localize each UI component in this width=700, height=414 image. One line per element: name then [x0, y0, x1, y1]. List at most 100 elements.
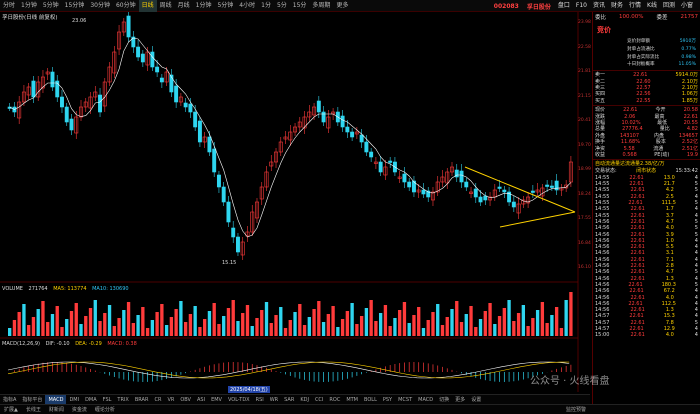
tick-row[interactable]: 14:56 22.61 180.3 5: [593, 282, 700, 288]
timeframe-tab[interactable]: 5分钟: [42, 1, 59, 9]
indicator-tab[interactable]: 指标平台: [22, 396, 43, 403]
volume-bar: [174, 309, 178, 336]
timeframe-tab[interactable]: 60分钟: [115, 1, 136, 9]
tick-row[interactable]: 15:00 22.61 4.0 4: [593, 332, 700, 338]
order-book-row[interactable]: 买五 22.55 1.85万: [593, 98, 700, 104]
indicator-tab[interactable]: MACD: [418, 396, 434, 403]
order-book-row[interactable]: 卖二 22.60 2.10万: [593, 79, 700, 85]
tick-row[interactable]: 14:56 22.61 1.3 4: [593, 307, 700, 313]
timeframe-tab[interactable]: 周线: [159, 1, 172, 9]
timeframe-tab[interactable]: 4小时: [239, 1, 256, 9]
tick-row[interactable]: 14:55 22.61 2.5 4: [593, 194, 700, 200]
timeframe-tab[interactable]: 5分: [276, 1, 287, 9]
candle: [121, 21, 126, 33]
tick-row[interactable]: 14:56 22.61 67.2 4: [593, 288, 700, 294]
indicator-tab[interactable]: CCI: [314, 396, 324, 403]
status-item[interactable]: 缠论分析: [94, 407, 115, 413]
indicator-tab[interactable]: EMV: [211, 396, 222, 403]
timeframe-tab[interactable]: 更多: [336, 1, 349, 9]
news-ticker[interactable]: 自动流通量达流通量2.38/亿/万: [595, 161, 665, 168]
tick-list[interactable]: 14:55 22.61 13.0 4 14:55 22.61 21.7 5 14:55 22.61…: [593, 175, 700, 339]
indicator-tab[interactable]: 设置: [471, 396, 482, 403]
timeframe-tab[interactable]: 15分: [292, 1, 307, 9]
indicator-tab[interactable]: VOL-TDX: [227, 396, 250, 403]
candle: [250, 211, 255, 233]
indicator-tab[interactable]: TRIX: [117, 396, 129, 403]
indicator-tab[interactable]: WR: [269, 396, 279, 403]
timeframe-tab[interactable]: 15分钟: [64, 1, 85, 9]
tick-row[interactable]: 14:56 22.61 3.1 4: [593, 250, 700, 256]
indicator-tab[interactable]: 切换: [439, 396, 450, 403]
indicator-tab[interactable]: 指标A: [3, 396, 17, 403]
indicator-tab[interactable]: CR: [154, 396, 162, 403]
tick-row[interactable]: 14:57 22.61 15.3 4: [593, 313, 700, 319]
timeframe-tab[interactable]: 1分: [261, 1, 271, 9]
timeframe-tab[interactable]: 日线: [138, 0, 157, 12]
kline-chart-area[interactable]: 23.06 15.15: [0, 11, 590, 392]
top-menu-item[interactable]: 行情: [629, 2, 642, 9]
tick-price: 22.61: [630, 294, 645, 301]
top-menu-item[interactable]: 财务: [611, 2, 624, 9]
order-book-row[interactable]: 卖三 22.57 2.10万: [593, 85, 700, 91]
tick-row[interactable]: 14:56 22.61 5.5 4: [593, 244, 700, 250]
tick-row[interactable]: 14:56 22.61 3.9 5: [593, 232, 700, 238]
timeframe-tab[interactable]: 30分钟: [90, 1, 110, 9]
indicator-tab[interactable]: ASI: [196, 396, 206, 403]
timeframe-tab[interactable]: 多周期: [312, 1, 331, 9]
tick-row[interactable]: 14:56 22.61 112.5 4: [593, 301, 700, 307]
tick-row[interactable]: 14:57 22.61 12.9 4: [593, 326, 700, 332]
tick-row[interactable]: 14:56 22.61 4.7 5: [593, 269, 700, 275]
order-book-row[interactable]: 卖一 22.61 5914.0万: [593, 72, 700, 78]
top-menu-item[interactable]: 盘口: [557, 2, 570, 9]
tick-row[interactable]: 14:56 22.61 4.0 4: [593, 295, 700, 301]
tick-row[interactable]: 14:56 22.61 1.0 4: [593, 238, 700, 244]
top-menu-item[interactable]: K线: [647, 2, 657, 9]
tick-row[interactable]: 14:55 22.61 4.2 5: [593, 187, 700, 193]
tick-row[interactable]: 14:56 22.61 1.3 4: [593, 276, 700, 282]
indicator-tab[interactable]: MTM: [346, 396, 358, 403]
indicator-tab[interactable]: VR: [167, 396, 175, 403]
tick-row[interactable]: 14:55 22.61 1.7 4: [593, 206, 700, 212]
tick-row[interactable]: 14:56 22.61 4.7 5: [593, 219, 700, 225]
top-menu-item[interactable]: 资讯: [592, 2, 605, 9]
indicator-tab[interactable]: ROC: [329, 396, 341, 403]
tick-row[interactable]: 14:55 22.61 13.0 4: [593, 175, 700, 181]
indicator-tab[interactable]: BOLL: [364, 396, 377, 403]
candle: [521, 199, 526, 205]
timeframe-tab[interactable]: 5分钟: [217, 1, 234, 9]
timeframe-tab[interactable]: 月线: [177, 1, 190, 9]
indicator-tab[interactable]: PSY: [382, 396, 393, 403]
status-item[interactable]: 财新闻: [48, 407, 64, 413]
tick-row[interactable]: 14:55 22.61 111.5 5: [593, 200, 700, 206]
timeframe-tab[interactable]: 1分钟: [195, 1, 212, 9]
candle: [516, 203, 521, 214]
status-item[interactable]: 资金流: [71, 407, 87, 413]
tick-row[interactable]: 14:56 22.61 7.1 4: [593, 257, 700, 263]
indicator-tab[interactable]: RSI: [255, 396, 264, 403]
status-item[interactable]: 扩展▲: [4, 407, 18, 413]
order-book-row[interactable]: 买四 22.56 1.06万: [593, 91, 700, 97]
top-menu-item[interactable]: 回测: [662, 2, 675, 9]
tick-row[interactable]: 14:56 22.61 2.8 4: [593, 263, 700, 269]
indicator-tab[interactable]: 更多: [455, 396, 466, 403]
kline-chart[interactable]: 23.06 15.15: [0, 11, 590, 392]
tick-row[interactable]: 14:55 22.61 21.7 5: [593, 181, 700, 187]
indicator-tab[interactable]: SAR: [284, 396, 295, 403]
indicator-tab[interactable]: KDJ: [300, 396, 309, 403]
tick-row[interactable]: 14:55 22.61 3.7 4: [593, 213, 700, 219]
indicator-tab[interactable]: DMA: [85, 396, 97, 403]
indicator-tab[interactable]: MCST: [398, 396, 413, 403]
indicator-tab[interactable]: OBV: [180, 396, 191, 403]
top-menu-item[interactable]: 小窗: [680, 2, 693, 9]
indicator-tab[interactable]: FSL: [102, 396, 112, 403]
tick-row[interactable]: 14:57 22.61 7.8 5: [593, 320, 700, 326]
tick-row[interactable]: 14:56 22.61 4.0 5: [593, 225, 700, 231]
indicator-tab[interactable]: MACD: [45, 394, 67, 405]
timeframe-tab[interactable]: 1分钟: [21, 1, 37, 9]
status-item[interactable]: 长线王: [25, 407, 41, 413]
top-menu-item[interactable]: F10: [575, 2, 587, 9]
indicator-tab[interactable]: DMI: [69, 396, 80, 403]
status-right-item[interactable]: 监控预警: [565, 407, 586, 413]
timeframe-tab[interactable]: 分时: [3, 1, 16, 9]
indicator-tab[interactable]: BRAR: [134, 396, 149, 403]
